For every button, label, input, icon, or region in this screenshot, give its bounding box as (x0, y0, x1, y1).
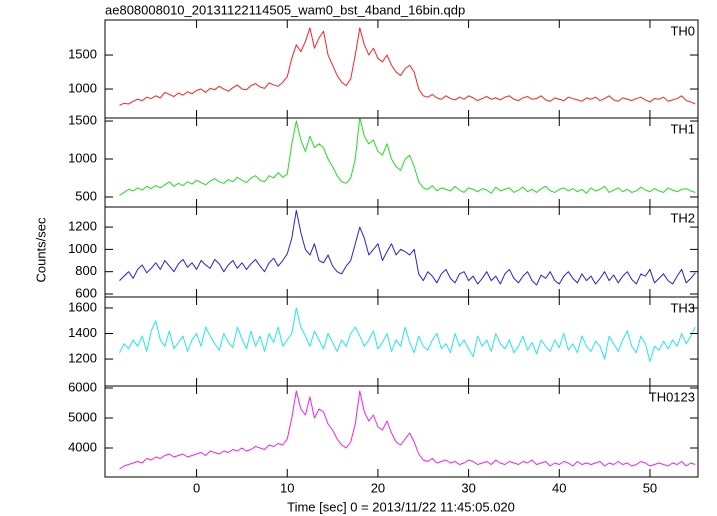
y-tick-label: 1200 (68, 219, 97, 234)
y-tick-label: 1400 (68, 325, 97, 340)
panel-label: TH2 (670, 210, 695, 225)
y-tick-label: 500 (75, 188, 97, 203)
panel-label: TH0123 (649, 389, 695, 404)
y-tick-label: 6000 (68, 379, 97, 394)
y-axis-label: Counts/sec (33, 217, 48, 283)
panel-frame (104, 385, 699, 478)
y-tick-label: 1200 (68, 350, 97, 365)
light-curve (119, 209, 696, 286)
x-tick-label: 30 (461, 480, 475, 495)
x-axis-label: Time [sec] 0 = 2013/11/22 11:45:05.020 (287, 499, 515, 514)
light-curve (119, 307, 696, 363)
x-tick-label: 10 (280, 480, 294, 495)
panel-label: TH3 (670, 300, 695, 315)
panel-frame (104, 19, 699, 119)
panel-frame (104, 206, 699, 298)
y-tick-label: 1000 (68, 80, 97, 95)
y-tick-label: 1000 (68, 241, 97, 256)
light-curve (119, 118, 696, 196)
chart-title: ae808008010_20131122114505_wam0_bst_4ban… (105, 2, 465, 17)
x-tick-label: 20 (371, 480, 385, 495)
x-tick-label: 0 (193, 480, 200, 495)
light-curve (119, 390, 696, 470)
y-tick-label: 600 (75, 285, 97, 300)
y-tick-label: 4000 (68, 439, 97, 454)
x-tick-label: 40 (552, 480, 566, 495)
y-tick-label: 1500 (68, 112, 97, 127)
y-tick-label: 1000 (68, 150, 97, 165)
y-tick-label: 800 (75, 263, 97, 278)
x-tick-label: 50 (643, 480, 657, 495)
y-tick-label: 1600 (68, 299, 97, 314)
panel-label: TH0 (670, 23, 695, 38)
light-curve (119, 27, 696, 106)
y-tick-label: 1500 (68, 46, 97, 61)
y-tick-label: 5000 (68, 409, 97, 424)
panel-frame (104, 117, 699, 208)
panel-label: TH1 (670, 121, 695, 136)
